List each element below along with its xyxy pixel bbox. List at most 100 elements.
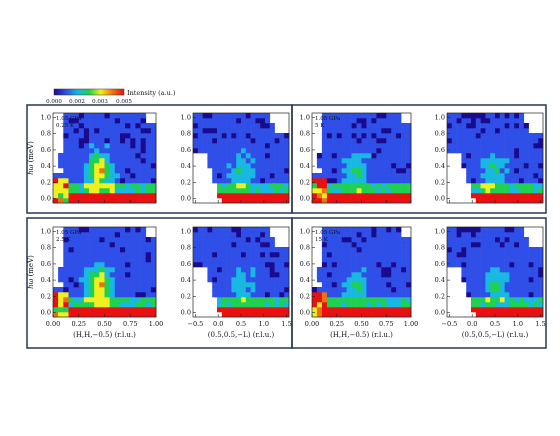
heatmap-cell [341,133,347,139]
heatmap-cell [217,227,223,233]
heatmap-cell [114,242,121,248]
heatmap-cell [326,282,333,288]
heatmap-cell [351,153,357,159]
y-tick-label: 0.4 [435,276,445,284]
heatmap-cell [336,133,343,139]
heatmap-cell [371,237,377,243]
heatmap-cell [376,312,382,318]
heatmap-cell [461,138,467,144]
heatmap-cell [514,158,520,164]
heatmap-cell [490,163,496,169]
heatmap-cell [514,282,520,288]
heatmap-cell [140,113,147,119]
heatmap-cell [114,183,121,189]
heatmap-cell [125,183,131,189]
heatmap-cell [255,262,261,268]
heatmap-cell [265,138,271,144]
heatmap-cell [221,113,227,119]
heatmap-cell [538,257,544,263]
heatmap-cell [490,292,496,298]
heatmap-cell [241,113,247,119]
panel-annotation: 0.25 K [56,123,75,129]
heatmap-cell [236,257,242,263]
y-tick-label: 0.4 [300,276,310,284]
heatmap-cell [533,297,539,303]
heatmap-cell [341,198,347,204]
panel-annotation: 15 K [315,237,329,243]
heatmap-cell [99,143,105,149]
heatmap-cell [260,118,266,124]
heatmap-cell [279,178,285,184]
heatmap-cell [78,227,85,233]
heatmap-cell [245,292,251,298]
heatmap-cell [519,252,525,258]
heatmap-cell [221,163,227,169]
heatmap-cell [284,178,290,184]
heatmap-cell [514,297,520,303]
heatmap-cell [509,297,515,303]
heatmap-cell [53,302,59,308]
heatmap-cell [406,252,412,258]
heatmap-cell [396,188,402,194]
heatmap-cell [514,193,520,199]
heatmap-cell [361,232,367,238]
heatmap-cell [376,173,382,179]
heatmap-cell [316,163,323,169]
heatmap-cell [341,297,347,303]
heatmap-cell [120,262,126,268]
heatmap-cell [356,292,362,298]
heatmap-cell [226,188,232,194]
heatmap-cell [316,173,323,179]
heatmap-cell [361,128,367,134]
heatmap-cell [336,148,343,154]
heatmap-cell [260,267,266,273]
heatmap-cell [504,133,510,139]
heatmap-cell [391,282,397,288]
heatmap-cell [284,188,290,194]
heatmap-cell [366,292,372,298]
heatmap-cell [68,113,74,119]
heatmap-cell [274,148,280,154]
heatmap-cell [250,178,256,184]
heatmap-cell [401,128,407,134]
heatmap-cell [63,252,69,258]
colorbar-label: Intensity (a.u.) [127,89,176,97]
heatmap-cell [528,277,534,283]
heatmap-cell [78,158,85,164]
heatmap-cell [109,123,116,129]
heatmap-cell [250,287,256,293]
heatmap-cell [212,227,218,233]
heatmap-cell [490,252,496,258]
heatmap-cell [221,133,227,139]
heatmap-cell [401,247,407,253]
heatmap-cell [120,257,126,263]
heatmap-cell [321,183,328,189]
heatmap-cell [73,198,80,204]
heatmap-cell [236,252,242,258]
heatmap-cell [356,143,362,149]
heatmap-cell [274,302,280,308]
heatmap-cell [504,262,510,268]
heatmap-cell [63,113,69,119]
heatmap-cell [63,168,69,174]
heatmap-cell [396,158,402,164]
heatmap-cell [351,168,357,174]
heatmap-cell [83,158,90,164]
heatmap-cell [109,237,116,243]
heatmap-cell [236,277,242,283]
heatmap-cell [391,173,397,179]
heatmap-cell [250,282,256,288]
heatmap-cell [366,138,372,144]
heatmap-cell [89,292,95,298]
y-tick-label: 0.8 [435,244,445,252]
heatmap-cell [396,302,402,308]
heatmap-cell [217,173,223,179]
heatmap-cell [78,143,85,149]
heatmap-cell [125,282,131,288]
heatmap-cell [83,128,90,134]
heatmap-cell [519,173,525,179]
heatmap-cell [495,153,501,159]
heatmap-cell [321,267,328,273]
heatmap-cell [284,168,290,174]
heatmap-cell [221,198,227,204]
